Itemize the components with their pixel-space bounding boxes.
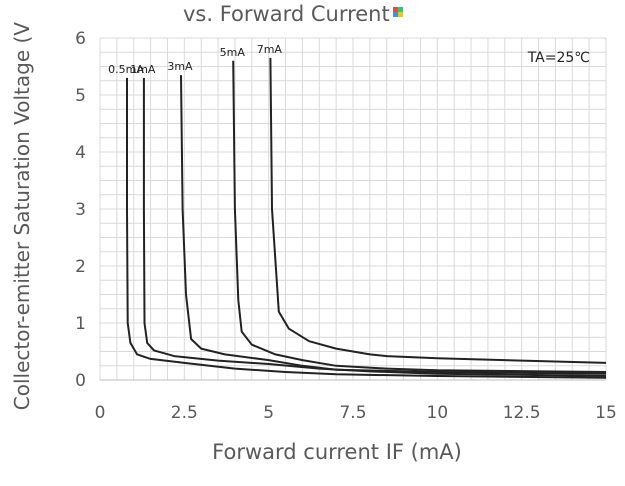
- y-tick-label: 3: [75, 200, 86, 220]
- x-tick-label: 7.5: [339, 403, 366, 423]
- y-tick-label: 0: [75, 371, 86, 391]
- y-tick-label: 2: [75, 257, 86, 277]
- x-tick-label: 10: [427, 403, 449, 423]
- y-axis-label: Collector-emitter Saturation Voltage (V: [10, 22, 34, 411]
- y-tick-label: 4: [75, 143, 86, 163]
- y-tick-label: 5: [75, 86, 86, 106]
- series-line: [232, 60, 607, 373]
- series-label: 3mA: [167, 60, 193, 73]
- y-tick-label: 6: [75, 29, 86, 49]
- series-label: 7mA: [257, 43, 283, 56]
- x-tick-label: 2.5: [171, 403, 198, 423]
- x-tick-label: 15: [595, 403, 617, 423]
- chart-title: vs. Forward Current: [183, 2, 390, 26]
- series-label: 5mA: [220, 46, 246, 59]
- x-tick-label: 5: [263, 403, 274, 423]
- series-label: 1mA: [130, 63, 156, 76]
- x-tick-label: 12.5: [503, 403, 541, 423]
- x-tick-label: 0: [95, 403, 106, 423]
- temperature-annotation: TA=25℃: [527, 50, 590, 66]
- color-swatch-icon: [393, 7, 407, 17]
- series-line: [126, 77, 607, 379]
- series-line: [269, 57, 607, 364]
- x-axis-label: Forward current IF (mA): [212, 440, 462, 464]
- series-line: [180, 75, 607, 375]
- y-tick-label: 1: [75, 314, 86, 334]
- series-line: [142, 77, 607, 377]
- series-label: 0.5mA: [108, 63, 144, 76]
